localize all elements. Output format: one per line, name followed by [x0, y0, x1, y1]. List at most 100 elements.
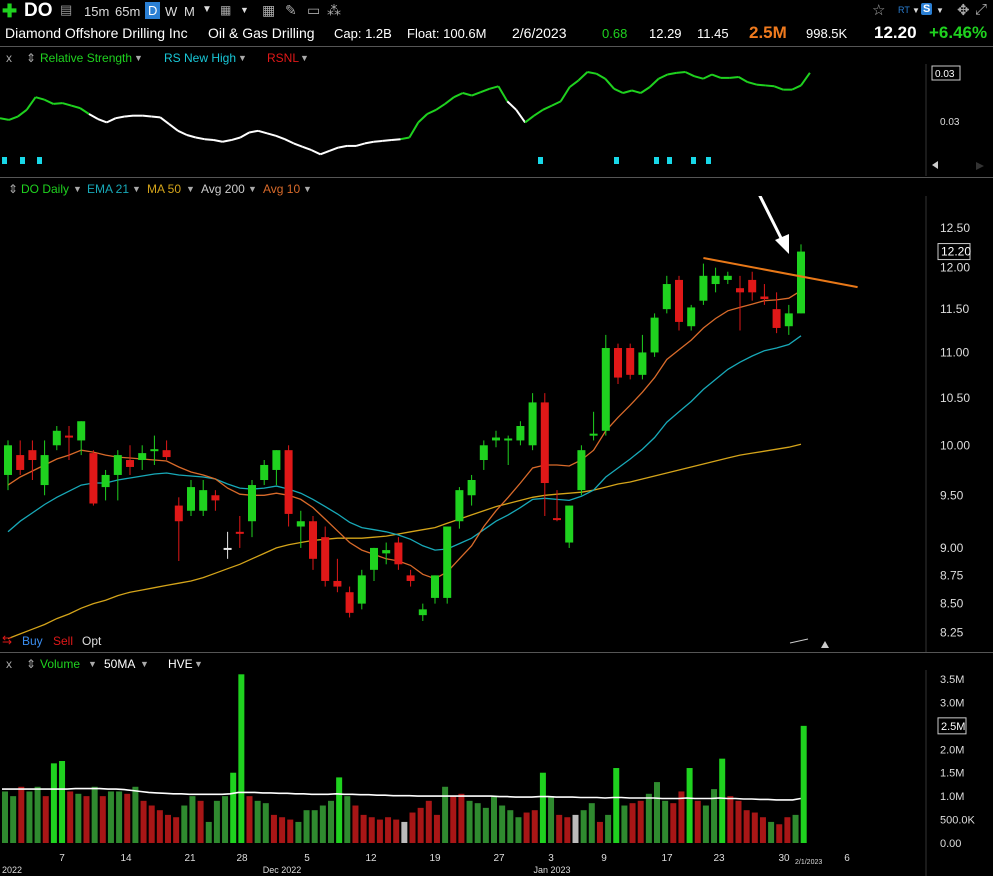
legend-volume-50ma[interactable]: 50MA — [104, 657, 136, 671]
legend-do-daily[interactable]: DO Daily — [21, 182, 70, 196]
legend-ma50[interactable]: MA 50 — [147, 182, 182, 196]
interval-daily[interactable]: D — [145, 2, 161, 19]
price-tick-label: 10.00 — [940, 438, 970, 452]
rs-legend-relative-strength[interactable]: Relative Strength — [40, 51, 133, 65]
volume-bar — [10, 796, 17, 843]
rs-newhigh-dropdown-icon[interactable]: ▼ — [238, 53, 247, 63]
x-axis-month-label: Jan 2023 — [533, 865, 570, 875]
opt-button[interactable]: Opt — [82, 634, 102, 648]
do-daily-dropdown-icon[interactable]: ▼ — [73, 184, 82, 194]
rs-legend-dropdown-icon[interactable]: ▼ — [134, 53, 143, 63]
rs-legend-rsnl[interactable]: RSNL — [267, 51, 300, 65]
expand-icon[interactable]: ⤢ — [975, 1, 988, 18]
rs-line-segment — [604, 78, 615, 90]
candle-body — [528, 402, 537, 446]
interval-65m[interactable]: 65m — [115, 4, 141, 19]
volume-bar — [596, 821, 603, 843]
price-panel-divider — [0, 652, 993, 653]
rs-line-segment — [88, 113, 99, 120]
rs-line-segment — [702, 73, 713, 80]
add-symbol-icon[interactable]: ✚ — [2, 1, 18, 21]
interval-dropdown-icon[interactable]: ▼ — [202, 4, 212, 15]
volume-bar — [270, 814, 277, 843]
rs-line-segment — [640, 86, 651, 94]
volume-50ma-dropdown-icon[interactable]: ▼ — [140, 659, 149, 669]
rs-new-high-marker — [20, 157, 25, 164]
candle-body — [772, 309, 781, 328]
price-tick-label: 9.00 — [940, 541, 964, 555]
hve-dropdown-icon[interactable]: ▼ — [194, 659, 203, 669]
legend-volume[interactable]: Volume — [40, 657, 81, 671]
legend-avg200[interactable]: Avg 200 — [201, 182, 245, 196]
legend-avg10[interactable]: Avg 10 — [263, 182, 301, 196]
legend-hve[interactable]: HVE — [168, 657, 193, 671]
rs-line-segment — [293, 142, 303, 148]
candle-body — [235, 531, 244, 534]
rt-dropdown-icon[interactable]: ▼ — [912, 6, 920, 15]
rs-line-segment — [382, 139, 392, 142]
sell-button[interactable]: Sell — [53, 634, 74, 648]
volume-bar — [303, 810, 310, 843]
price-chart[interactable]: 8.25 8.50 8.75 9.00 9.50 10.00 10.50 11.00 11.50… — [0, 196, 993, 652]
volume-bar — [238, 674, 245, 843]
volume-updown-icon[interactable]: ⇕ — [26, 657, 37, 671]
share-icon[interactable]: ⁂ — [327, 2, 341, 18]
s-badge-icon[interactable]: S — [921, 3, 933, 15]
avg200-dropdown-icon[interactable]: ▼ — [248, 184, 257, 194]
price-updown-icon[interactable]: ⇕ — [8, 182, 19, 196]
rs-line-segment — [62, 102, 72, 107]
interval-15m[interactable]: 15m — [84, 4, 110, 19]
industry-name[interactable]: Oil & Gas Drilling — [208, 25, 315, 41]
rs-legend-new-high[interactable]: RS New High — [164, 51, 237, 65]
rs-line-segment — [533, 108, 544, 117]
draw-pen-icon[interactable]: ✎ — [285, 2, 297, 18]
rs-close-button[interactable]: x — [6, 51, 12, 65]
s-dropdown-icon[interactable]: ▼ — [936, 6, 944, 15]
price-panel-header: ⇕ DO Daily ▼ EMA 21 ▼ MA 50 ▼ Avg 200 ▼ … — [0, 179, 993, 199]
chart-type-icon[interactable]: ▦ — [220, 3, 232, 17]
rs-line-segment — [142, 114, 152, 118]
price-badge: 12.20 — [941, 245, 971, 259]
rs-line-segment — [497, 85, 509, 102]
move-icon[interactable]: ✥ — [957, 2, 970, 19]
rs-updown-icon[interactable]: ⇕ — [26, 51, 37, 65]
symbol-label[interactable]: DO — [24, 0, 53, 21]
star-icon[interactable]: ☆ — [872, 2, 886, 19]
volume-bar — [222, 796, 229, 843]
avg10-dropdown-icon[interactable]: ▼ — [303, 184, 312, 194]
market-cap: Cap: 1.2B — [334, 26, 392, 41]
print-icon[interactable]: ▤ — [60, 2, 73, 17]
rt-badge[interactable]: RT — [898, 5, 910, 15]
ma50-dropdown-icon[interactable]: ▼ — [186, 184, 195, 194]
volume-close-button[interactable]: x — [6, 657, 12, 671]
candle-body — [589, 433, 598, 436]
volume-tick-label: 0.00 — [940, 838, 961, 850]
x-axis-day-label: 23 — [713, 853, 725, 864]
grid-icon[interactable]: ▦ — [262, 2, 276, 18]
chart-type-dropdown-icon[interactable]: ▼ — [240, 5, 249, 15]
volume-bar — [694, 800, 701, 843]
volume-bar — [499, 805, 506, 843]
rs-line-segment — [747, 81, 757, 86]
legend-ema21[interactable]: EMA 21 — [87, 182, 130, 196]
rsnl-dropdown-icon[interactable]: ▼ — [300, 53, 309, 63]
volume-bar — [711, 789, 718, 843]
candle-body — [260, 464, 269, 480]
volume-dropdown-icon[interactable]: ▼ — [88, 659, 97, 669]
note-icon[interactable]: ▭ — [307, 2, 321, 18]
volume-tick-label: 1.5M — [940, 768, 964, 780]
rs-line-segment — [257, 129, 268, 135]
x-axis-day-label: 21 — [184, 853, 196, 864]
buy-button[interactable]: Buy — [22, 634, 43, 648]
volume-bar — [173, 817, 180, 843]
candle-body — [40, 455, 49, 486]
trade-icon[interactable]: ⇆ — [2, 633, 13, 647]
ema21-dropdown-icon[interactable]: ▼ — [132, 184, 141, 194]
interval-monthly[interactable]: M — [184, 4, 195, 19]
x-axis-day-label: 27 — [493, 853, 505, 864]
rs-line-segment — [587, 71, 597, 75]
candle-body — [687, 307, 696, 327]
interval-weekly[interactable]: W — [165, 4, 178, 19]
candle-body — [479, 445, 488, 461]
volume-tick-label: 2.0M — [940, 744, 964, 756]
